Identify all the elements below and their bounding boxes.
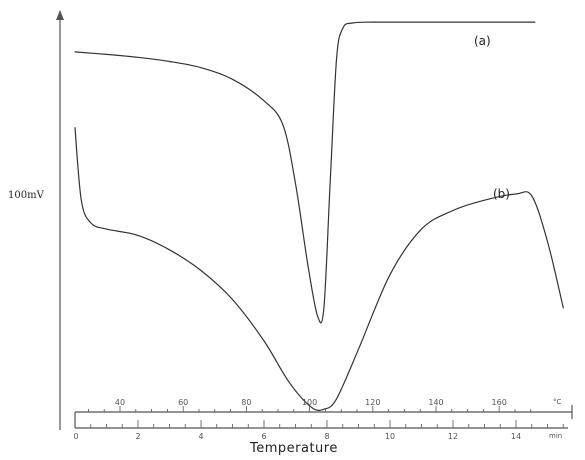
x-axis-title: Temperature bbox=[249, 441, 338, 456]
curves-group bbox=[74, 21, 564, 411]
temperature-unit-label: °C bbox=[553, 398, 562, 406]
temperature-tick-label: 100 bbox=[302, 398, 317, 407]
temperature-ticks: 40 60 80 100 120 140 160 bbox=[88, 398, 532, 412]
series-b-label: (b) bbox=[493, 187, 510, 201]
temperature-tick-label: 140 bbox=[428, 398, 443, 407]
series-b-curve bbox=[74, 127, 564, 411]
time-tick-label: 0 bbox=[73, 432, 78, 441]
scale-box bbox=[74, 405, 573, 429]
temperature-tick-label: 160 bbox=[492, 398, 507, 407]
time-tick-label: 12 bbox=[448, 432, 458, 441]
temperature-tick-label: 80 bbox=[241, 398, 251, 407]
temperature-tick-label: 60 bbox=[178, 398, 188, 407]
temperature-tick-label: 120 bbox=[365, 398, 380, 407]
time-tick-label: 2 bbox=[135, 432, 140, 441]
time-ticks: 0 2 4 6 8 10 12 14 bbox=[73, 420, 564, 441]
time-tick-label: 14 bbox=[511, 432, 521, 441]
y-axis-label: 100mV bbox=[8, 190, 45, 201]
time-tick-label: 6 bbox=[261, 432, 266, 441]
time-tick-label: 10 bbox=[385, 432, 395, 441]
temperature-tick-label: 40 bbox=[115, 398, 125, 407]
series-a-label: (a) bbox=[474, 34, 491, 48]
y-axis-arrow-icon bbox=[56, 10, 64, 20]
time-tick-label: 8 bbox=[324, 432, 329, 441]
time-unit-label: min bbox=[549, 432, 562, 440]
time-tick-label: 4 bbox=[198, 432, 203, 441]
series-a-curve bbox=[74, 21, 536, 324]
